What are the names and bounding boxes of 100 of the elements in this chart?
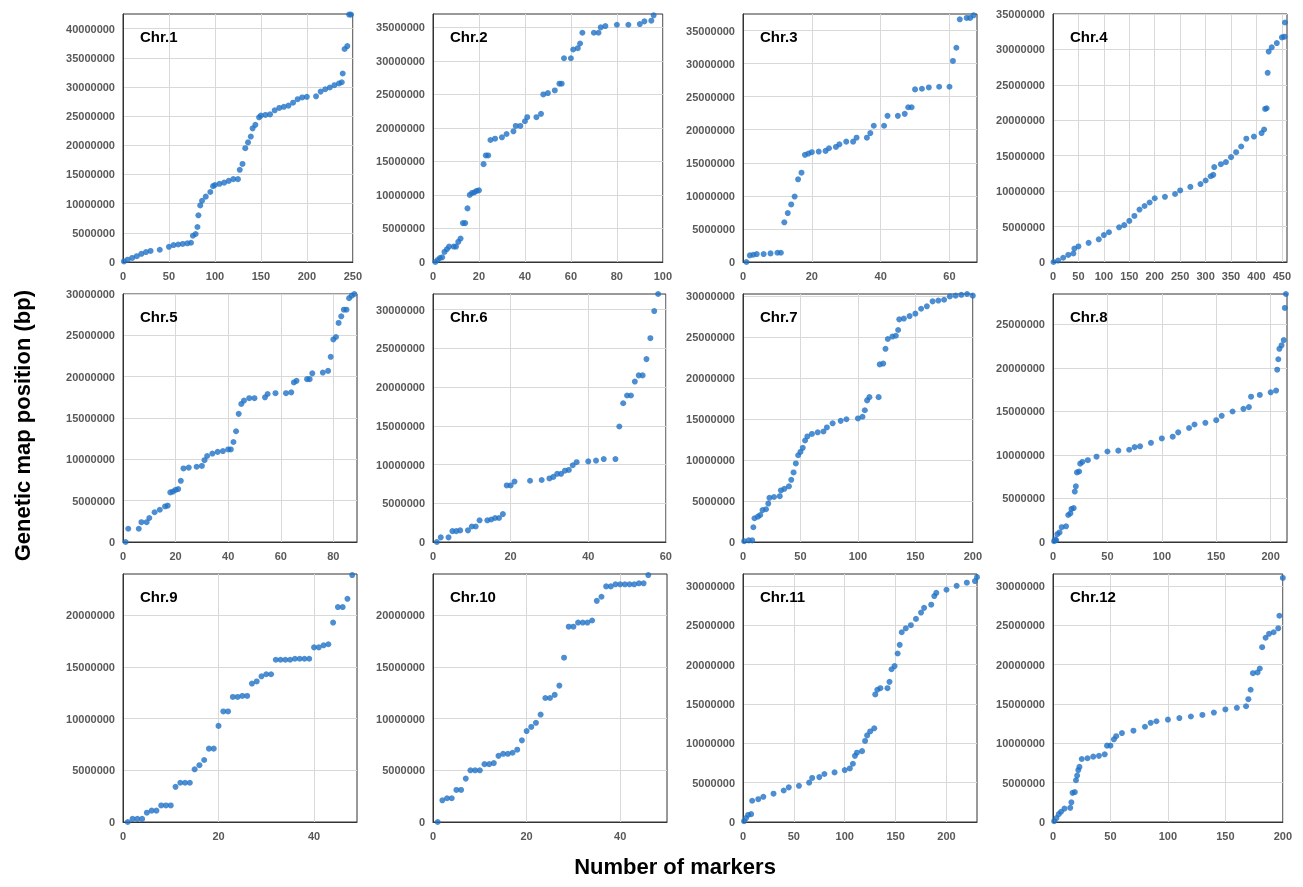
x-tick-label: 50 bbox=[794, 549, 807, 562]
y-tick-label: 20000000 bbox=[376, 121, 425, 134]
y-tick-label: 30000000 bbox=[686, 579, 735, 592]
y-tick-label: 10000000 bbox=[66, 712, 115, 725]
text: Chr.10 bbox=[450, 588, 496, 605]
text: Chr.4 bbox=[1070, 28, 1109, 45]
y-tick-label: 0 bbox=[108, 536, 115, 548]
y-tick-label: 15000000 bbox=[996, 149, 1045, 162]
x-tick-label: 60 bbox=[274, 549, 287, 562]
x-tick-label: 0 bbox=[1049, 269, 1057, 282]
x-tick-label: 100 bbox=[1152, 549, 1172, 562]
y-tick-label: 15000000 bbox=[66, 168, 115, 181]
x-axis-title: Number of markers bbox=[573, 854, 777, 880]
x-tick-label: 200 bbox=[937, 829, 956, 842]
x-tick-label: 40 bbox=[518, 269, 532, 282]
y-tick-label: 30000000 bbox=[376, 303, 425, 316]
y-tick-label: 5000000 bbox=[1002, 220, 1045, 233]
y-tick-label: 35000000 bbox=[66, 51, 115, 64]
x-tick-label: 0 bbox=[739, 829, 747, 842]
y-tick-label: 30000000 bbox=[996, 43, 1045, 56]
y-tick-label: 25000000 bbox=[996, 619, 1045, 632]
y-tick-label: 5000000 bbox=[72, 226, 115, 239]
y-tick-label: 25000000 bbox=[66, 329, 115, 342]
x-tick-label: 100 bbox=[835, 829, 854, 842]
x-tick-label: 100 bbox=[205, 269, 225, 282]
x-tick-label: 40 bbox=[307, 829, 321, 842]
y-tick-label: 35000000 bbox=[376, 21, 425, 34]
x-tick-label: 100 bbox=[1094, 269, 1114, 282]
y-tick-label: 25000000 bbox=[686, 90, 735, 103]
y-tick-label: 5000000 bbox=[692, 776, 735, 789]
x-tick-label: 60 bbox=[943, 269, 956, 282]
y-tick-label: 30000000 bbox=[996, 579, 1045, 592]
x-tick-label: 40 bbox=[614, 829, 627, 842]
y-tick-label: 15000000 bbox=[66, 661, 115, 673]
x-tick-label: 0 bbox=[739, 269, 747, 282]
y-tick-label: 0 bbox=[728, 256, 735, 268]
text: Chr.5 bbox=[140, 308, 178, 325]
y-tick-label: 35000000 bbox=[996, 8, 1045, 20]
y-tick-label: 15000000 bbox=[686, 697, 735, 710]
y-tick-label: 5000000 bbox=[692, 495, 735, 508]
x-tick-label: 50 bbox=[787, 829, 800, 842]
y-tick-label: 25000000 bbox=[686, 331, 735, 344]
y-tick-label: 10000000 bbox=[686, 189, 735, 202]
x-tick-label: 80 bbox=[610, 269, 623, 282]
text: Chr.12 bbox=[1070, 588, 1116, 605]
x-tick-label: 450 bbox=[1272, 269, 1292, 282]
text: Chr.8 bbox=[1070, 308, 1108, 325]
x-tick-label: 0 bbox=[1049, 829, 1057, 842]
x-tick-label: 20 bbox=[805, 269, 818, 282]
y-tick-label: 15000000 bbox=[376, 155, 425, 168]
y-tick-label: 30000000 bbox=[66, 80, 115, 93]
y-tick-label: 10000000 bbox=[376, 458, 425, 471]
x-tick-label: 40 bbox=[874, 269, 887, 282]
text: Chr.9 bbox=[140, 588, 178, 605]
y-tick-label: 30000000 bbox=[686, 290, 735, 303]
y-tick-label: 30000000 bbox=[686, 57, 735, 70]
y-tick-label: 15000000 bbox=[996, 697, 1045, 710]
y-tick-label: 25000000 bbox=[686, 619, 735, 632]
x-tick-label: 0 bbox=[429, 829, 437, 842]
y-tick-label: 20000000 bbox=[66, 609, 115, 622]
y-tick-label: 20000000 bbox=[996, 658, 1045, 671]
y-tick-label: 0 bbox=[1038, 816, 1045, 828]
y-tick-label: 30000000 bbox=[376, 54, 425, 67]
y-tick-label: 15000000 bbox=[376, 419, 425, 432]
y-tick-label: 0 bbox=[728, 536, 735, 548]
x-tick-label: 200 bbox=[963, 549, 982, 562]
y-tick-label: 20000000 bbox=[376, 609, 425, 622]
text: Chr.7 bbox=[760, 308, 798, 325]
x-tick-label: 150 bbox=[886, 829, 905, 842]
y-tick-label: 0 bbox=[418, 816, 425, 828]
y-tick-label: 25000000 bbox=[996, 78, 1045, 91]
x-tick-label: 50 bbox=[1101, 549, 1114, 562]
y-tick-label: 30000000 bbox=[66, 288, 115, 300]
x-tick-label: 60 bbox=[564, 269, 578, 282]
y-tick-label: 0 bbox=[108, 816, 115, 828]
x-tick-label: 200 bbox=[1273, 829, 1292, 842]
y-tick-label: 10000000 bbox=[686, 454, 735, 467]
x-tick-label: 0 bbox=[429, 269, 437, 282]
y-tick-label: 20000000 bbox=[686, 658, 735, 671]
y-axis-title: Genetic map position (bp) bbox=[10, 290, 36, 562]
y-tick-label: 0 bbox=[108, 256, 115, 268]
x-tick-label: 80 bbox=[327, 549, 340, 562]
y-tick-label: 20000000 bbox=[66, 139, 115, 152]
y-tick-label: 0 bbox=[1038, 536, 1045, 548]
x-tick-label: 350 bbox=[1221, 269, 1241, 282]
y-tick-label: 25000000 bbox=[66, 110, 115, 123]
y-tick-label: 10000000 bbox=[996, 737, 1045, 750]
y-tick-label: 10000000 bbox=[66, 197, 115, 210]
x-tick-label: 0 bbox=[739, 549, 747, 562]
y-tick-label: 5000000 bbox=[1002, 776, 1045, 789]
text: Chr.11 bbox=[760, 588, 806, 605]
x-tick-label: 150 bbox=[1120, 269, 1139, 282]
x-tick-label: 50 bbox=[1104, 829, 1117, 842]
y-tick-label: 20000000 bbox=[376, 381, 425, 393]
x-tick-label: 0 bbox=[429, 549, 437, 562]
y-tick-label: 20000000 bbox=[996, 361, 1045, 374]
x-tick-label: 200 bbox=[297, 269, 317, 282]
y-tick-label: 0 bbox=[728, 816, 735, 828]
y-tick-label: 5000000 bbox=[72, 494, 115, 507]
y-tick-label: 10000000 bbox=[66, 453, 115, 466]
